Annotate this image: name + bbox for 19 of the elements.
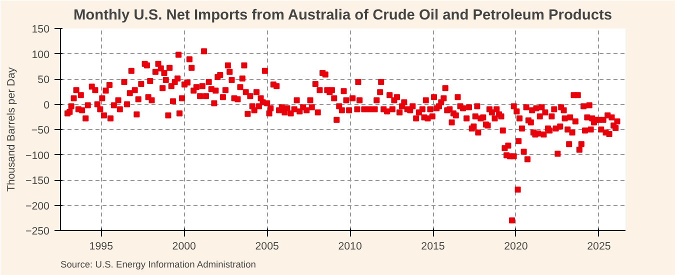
y-tick-label: −150 bbox=[25, 175, 50, 187]
source-note: Source: U.S. Energy Information Administration bbox=[60, 260, 256, 270]
x-tick-label: 2020 bbox=[504, 240, 528, 252]
y-tick-label: −200 bbox=[25, 200, 50, 212]
y-tick-label: −100 bbox=[25, 150, 50, 162]
y-axis-title: Thousand Barrels per Day bbox=[5, 66, 18, 192]
y-tick-label: −250 bbox=[25, 226, 50, 238]
chart-title: Monthly U.S. Net Imports from Australia of Crude Oil and Petroleum Products bbox=[73, 8, 612, 24]
y-tick-label: −50 bbox=[31, 124, 50, 136]
x-tick-label: 1995 bbox=[89, 240, 114, 252]
y-tick-label: 150 bbox=[32, 24, 50, 36]
x-tick-label: 2005 bbox=[255, 240, 280, 252]
x-tick-label: 2000 bbox=[172, 240, 196, 252]
y-tick-label: 100 bbox=[32, 48, 50, 61]
y-tick-label: 0 bbox=[44, 99, 50, 112]
y-tick-label: 50 bbox=[38, 74, 50, 86]
x-tick-label: 2025 bbox=[587, 240, 611, 252]
x-tick-label: 2015 bbox=[421, 240, 445, 252]
x-tick-label: 2010 bbox=[338, 240, 362, 252]
